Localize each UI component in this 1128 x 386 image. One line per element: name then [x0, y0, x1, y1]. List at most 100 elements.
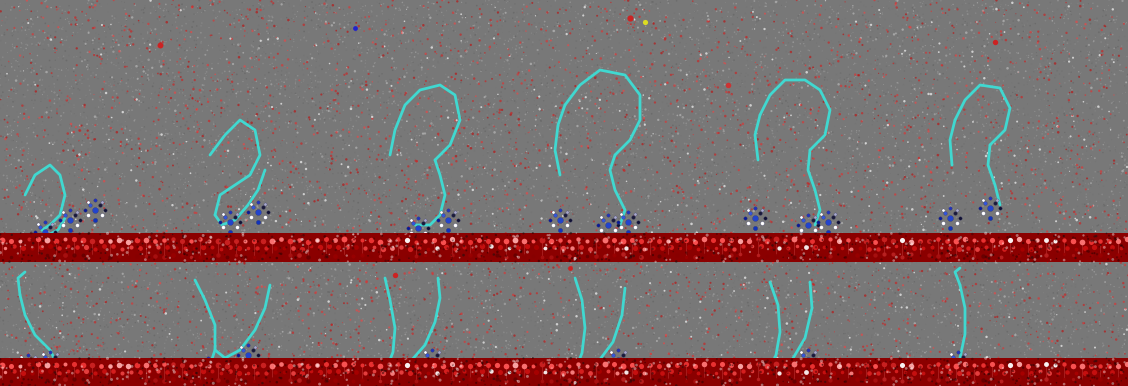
Point — [777, 295, 795, 301]
Point — [1040, 329, 1058, 335]
Point — [19, 238, 37, 244]
Point — [124, 75, 142, 81]
Point — [203, 306, 221, 312]
Point — [920, 120, 938, 127]
Point — [856, 181, 874, 188]
Point — [782, 185, 800, 191]
Point — [79, 0, 97, 6]
Point — [0, 195, 12, 201]
Point — [710, 255, 728, 261]
Point — [1094, 7, 1112, 14]
Point — [423, 200, 441, 207]
Point — [830, 39, 848, 45]
Point — [341, 241, 359, 247]
Point — [165, 276, 183, 282]
Point — [236, 254, 254, 260]
Point — [1093, 106, 1111, 112]
Point — [849, 106, 867, 112]
Point — [994, 142, 1012, 148]
Point — [596, 237, 614, 243]
Point — [960, 382, 978, 386]
Point — [438, 95, 456, 101]
Point — [628, 219, 646, 225]
Point — [248, 158, 266, 164]
Point — [32, 382, 50, 386]
Point — [1116, 185, 1128, 191]
Point — [775, 203, 793, 209]
Point — [985, 252, 1003, 258]
Point — [898, 34, 916, 41]
Point — [243, 12, 261, 19]
Point — [848, 236, 866, 242]
Point — [217, 264, 235, 271]
Point — [964, 257, 982, 263]
Point — [668, 0, 686, 4]
Point — [898, 239, 916, 245]
Point — [373, 370, 391, 376]
Point — [464, 273, 482, 279]
Point — [1022, 315, 1040, 321]
Point — [0, 54, 11, 60]
Point — [246, 307, 264, 313]
Point — [611, 315, 629, 321]
Point — [627, 6, 645, 12]
Point — [795, 339, 813, 345]
Point — [574, 54, 592, 60]
Point — [364, 93, 382, 99]
Point — [332, 372, 350, 378]
Point — [221, 187, 239, 193]
Point — [1116, 370, 1128, 376]
Point — [935, 135, 953, 141]
Point — [285, 266, 303, 273]
Point — [321, 342, 340, 349]
Point — [571, 100, 589, 107]
Point — [761, 81, 779, 87]
Point — [707, 18, 725, 24]
Point — [743, 330, 761, 337]
Point — [170, 132, 188, 138]
Point — [25, 120, 43, 127]
Point — [180, 208, 199, 215]
Point — [263, 252, 281, 258]
Point — [83, 288, 102, 295]
Point — [373, 175, 391, 181]
Point — [810, 43, 828, 49]
Point — [497, 117, 515, 124]
Point — [363, 26, 381, 32]
Point — [569, 260, 587, 266]
Point — [1020, 309, 1038, 315]
Point — [515, 276, 534, 282]
Point — [624, 151, 642, 157]
Point — [208, 345, 226, 351]
Point — [1003, 308, 1021, 315]
Point — [273, 333, 291, 339]
Point — [116, 22, 134, 29]
Point — [83, 129, 102, 135]
Point — [594, 52, 613, 59]
Point — [486, 357, 504, 363]
Point — [713, 257, 731, 263]
Point — [801, 47, 819, 54]
Point — [517, 28, 535, 34]
Point — [1051, 279, 1069, 285]
Point — [883, 114, 901, 120]
Point — [948, 182, 966, 188]
Point — [995, 10, 1013, 16]
Point — [465, 25, 483, 31]
Point — [911, 244, 929, 250]
Point — [353, 181, 371, 188]
Point — [558, 240, 576, 247]
Point — [913, 305, 931, 311]
Point — [243, 173, 261, 179]
Point — [759, 8, 777, 15]
Point — [518, 361, 536, 367]
Point — [1082, 369, 1100, 375]
Point — [241, 88, 259, 94]
Point — [845, 321, 863, 327]
Point — [773, 2, 791, 8]
Point — [367, 41, 385, 47]
Point — [819, 261, 837, 267]
Point — [827, 30, 845, 37]
Point — [1058, 200, 1076, 207]
Point — [176, 33, 194, 39]
